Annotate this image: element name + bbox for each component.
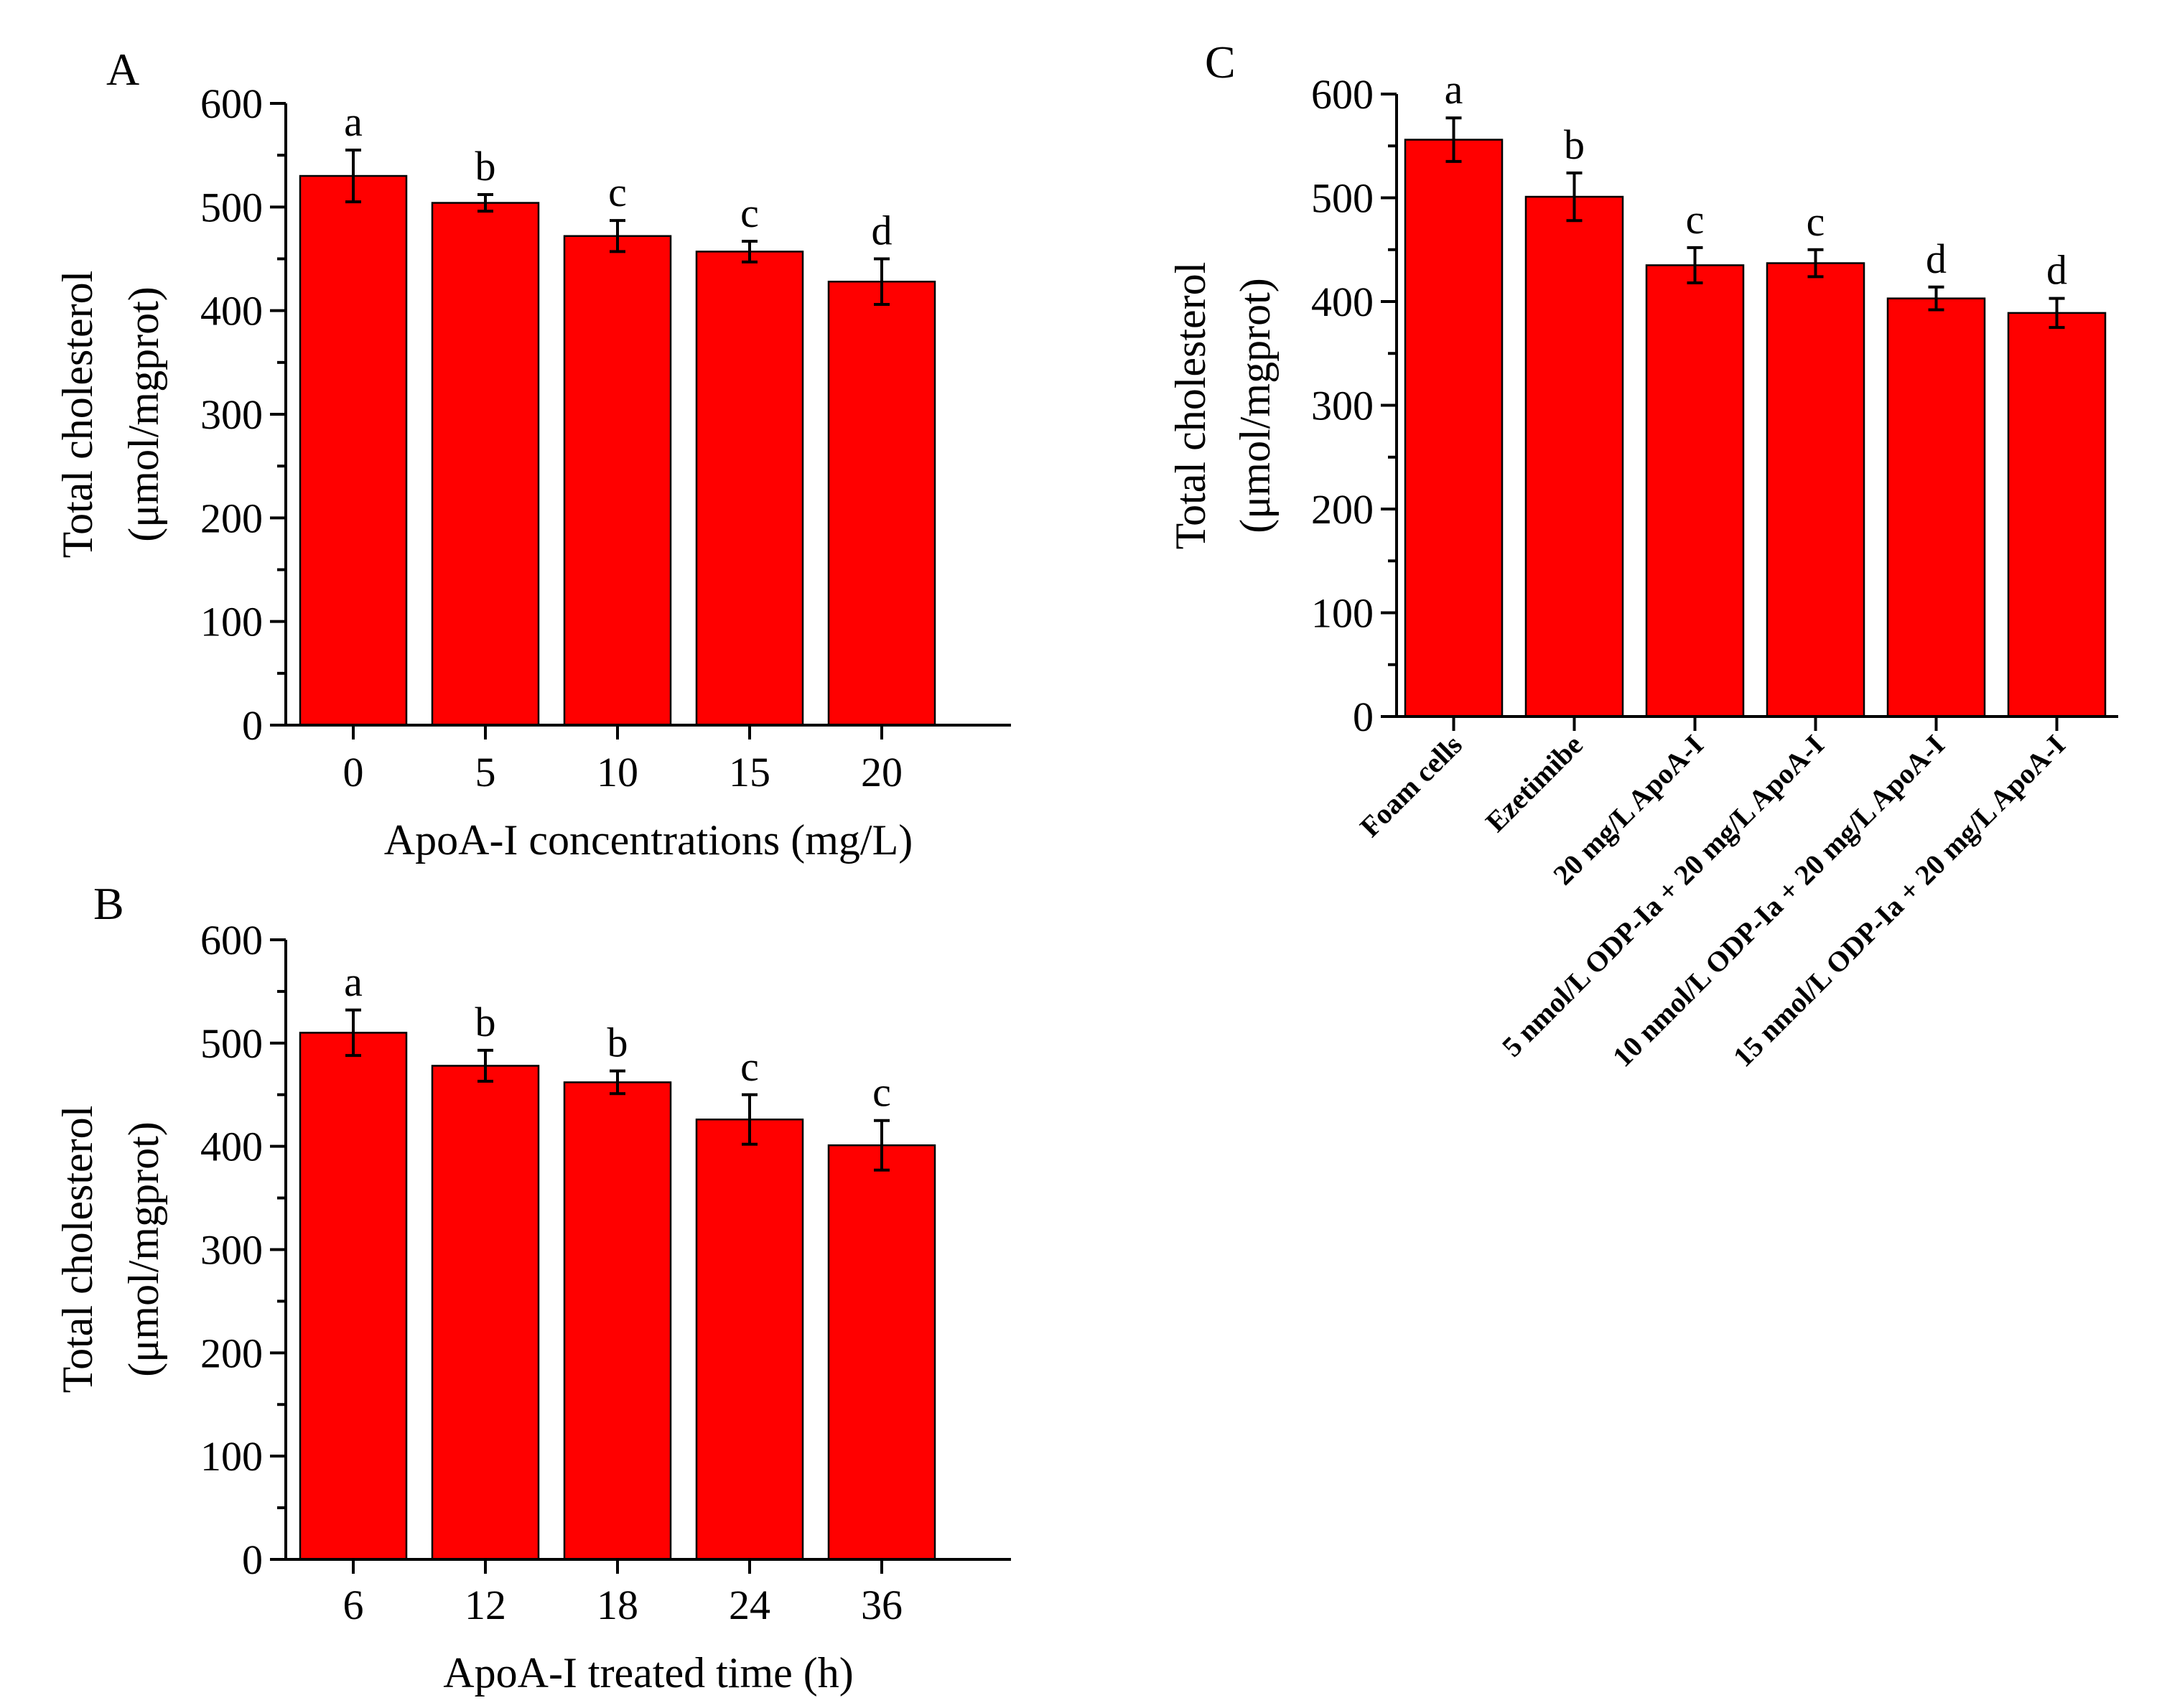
x-tick-label-2: 5 bbox=[475, 749, 496, 795]
error-bar-5 bbox=[874, 257, 890, 307]
y-axis-unit: (μmol/mgprot) bbox=[1231, 278, 1279, 533]
significance-letter-1: a bbox=[1445, 66, 1463, 113]
error-bar-3 bbox=[1687, 246, 1703, 284]
y-tick-label-400: 400 bbox=[200, 1124, 263, 1170]
x-tick-label-5: 20 bbox=[861, 749, 903, 795]
panel-label: C bbox=[1205, 37, 1236, 88]
y-tick-label-500: 500 bbox=[200, 1020, 263, 1067]
y-tick-label-600: 600 bbox=[1311, 71, 1374, 118]
bar-5 bbox=[1886, 297, 1986, 718]
x-tick-label-3: 18 bbox=[597, 1582, 638, 1628]
error-bar-6 bbox=[2049, 297, 2065, 330]
x-tick-label-2: 12 bbox=[465, 1582, 506, 1628]
y-axis-title: Total cholesterol bbox=[54, 1106, 101, 1394]
significance-letter-1: a bbox=[344, 958, 363, 1005]
panel-label: A bbox=[106, 44, 139, 95]
bar-3 bbox=[1645, 264, 1745, 718]
error-bar-3 bbox=[610, 219, 625, 253]
y-tick-label-0: 0 bbox=[242, 702, 263, 749]
y-tick-label-500: 500 bbox=[200, 184, 263, 230]
x-tick-label-3: 10 bbox=[597, 749, 638, 795]
y-tick-label-300: 300 bbox=[200, 1227, 263, 1274]
y-tick-label-100: 100 bbox=[200, 1433, 263, 1480]
bar-1 bbox=[299, 174, 408, 727]
error-bar-1 bbox=[345, 1008, 361, 1058]
error-bar-4 bbox=[1807, 248, 1824, 279]
bar-3 bbox=[563, 235, 672, 727]
error-bar-3 bbox=[610, 1069, 625, 1096]
y-tick-label-200: 200 bbox=[1311, 486, 1374, 533]
significance-letter-4: c bbox=[740, 190, 759, 236]
significance-letter-2: b bbox=[475, 999, 496, 1045]
significance-letter-3: c bbox=[1686, 196, 1705, 243]
x-tick-label-1: 0 bbox=[343, 749, 364, 795]
x-axis-title: ApoA-I treated time (h) bbox=[443, 1649, 853, 1697]
bar-5 bbox=[827, 1144, 936, 1561]
y-tick-label-300: 300 bbox=[1311, 383, 1374, 429]
y-tick-label-500: 500 bbox=[1311, 175, 1374, 222]
y-tick-label-0: 0 bbox=[242, 1536, 263, 1583]
x-tick-label-1: Foam cells bbox=[1353, 729, 1468, 844]
bar-4 bbox=[695, 1119, 804, 1561]
error-bar-5 bbox=[874, 1119, 890, 1172]
x-tick-label-4: 15 bbox=[729, 749, 770, 795]
y-tick-label-600: 600 bbox=[200, 917, 263, 963]
significance-letter-3: c bbox=[608, 169, 627, 215]
significance-letter-5: c bbox=[872, 1069, 891, 1116]
bar-3 bbox=[563, 1081, 672, 1561]
significance-letter-1: a bbox=[344, 98, 363, 145]
error-bar-2 bbox=[477, 193, 493, 213]
error-bar-1 bbox=[1445, 116, 1462, 163]
error-bar-4 bbox=[742, 239, 758, 263]
x-tick-label-1: 6 bbox=[343, 1582, 364, 1628]
x-tick-label-5: 36 bbox=[861, 1582, 903, 1628]
y-tick-label-100: 100 bbox=[1311, 590, 1374, 637]
bar-1 bbox=[299, 1032, 408, 1561]
y-tick-label-200: 200 bbox=[200, 495, 263, 541]
error-bar-5 bbox=[1928, 285, 1944, 312]
bar-5 bbox=[827, 281, 936, 727]
y-tick-label-400: 400 bbox=[200, 288, 263, 335]
significance-letter-5: d bbox=[1926, 235, 1947, 282]
error-bar-2 bbox=[1566, 171, 1583, 223]
y-tick-label-0: 0 bbox=[1353, 694, 1374, 740]
x-tick-label-4: 24 bbox=[729, 1582, 770, 1628]
bar-4 bbox=[1766, 262, 1865, 718]
bar-6 bbox=[2007, 312, 2107, 718]
y-tick-label-400: 400 bbox=[1311, 279, 1374, 325]
significance-letter-4: c bbox=[1807, 198, 1825, 245]
x-axis-title: ApoA-I concentrations (mg/L) bbox=[384, 816, 913, 864]
y-axis-unit: (μmol/mgprot) bbox=[120, 1121, 167, 1376]
bar-2 bbox=[431, 202, 540, 727]
bar-2 bbox=[431, 1065, 540, 1561]
y-tick-label-200: 200 bbox=[200, 1330, 263, 1376]
y-axis-title: Total cholesterol bbox=[54, 271, 101, 559]
panel-label: B bbox=[93, 878, 124, 929]
bar-2 bbox=[1524, 195, 1624, 718]
y-axis-unit: (μmol/mgprot) bbox=[120, 286, 167, 541]
significance-letter-2: b bbox=[475, 143, 496, 190]
significance-letter-2: b bbox=[1564, 121, 1585, 168]
error-bar-1 bbox=[345, 148, 361, 204]
bar-1 bbox=[1404, 139, 1504, 718]
y-tick-label-600: 600 bbox=[200, 80, 263, 127]
significance-letter-3: b bbox=[607, 1019, 628, 1066]
y-axis-title: Total cholesterol bbox=[1167, 262, 1214, 550]
x-tick-label-2: Ezetimibe bbox=[1479, 729, 1589, 839]
error-bar-2 bbox=[477, 1048, 493, 1083]
significance-letter-6: d bbox=[2046, 247, 2067, 294]
error-bar-4 bbox=[742, 1093, 758, 1146]
significance-letter-5: d bbox=[872, 207, 893, 254]
panel-b: Ba 6 b 12 b 18 c 24 c 36 0 100 200 300 400 500 600 Total … bbox=[54, 878, 1011, 1697]
y-tick-label-100: 100 bbox=[200, 599, 263, 645]
significance-letter-4: c bbox=[740, 1043, 759, 1090]
y-tick-label-300: 300 bbox=[200, 391, 263, 438]
bar-4 bbox=[695, 251, 804, 727]
